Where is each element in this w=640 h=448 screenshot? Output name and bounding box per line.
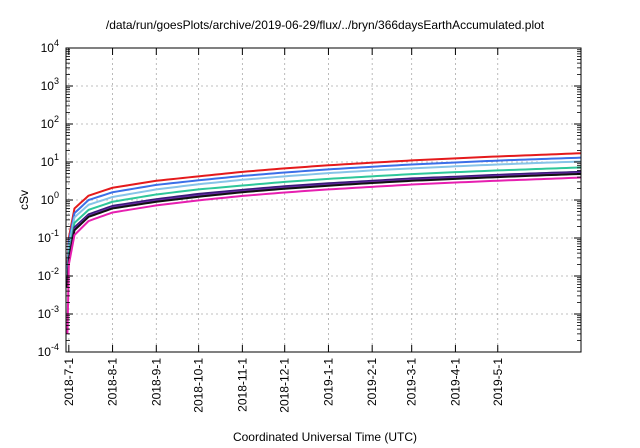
y-tick-base: 10: [41, 193, 55, 207]
y-tick-base: 10: [41, 155, 55, 169]
y-tick-label: 103: [41, 76, 59, 93]
y-tick-label: 10-4: [38, 342, 59, 359]
x-tick-label: 2018-12-1: [278, 358, 292, 413]
y-tick-label: 10-2: [38, 266, 59, 283]
series-line-8: [66, 176, 582, 334]
series-line-3: [66, 160, 582, 274]
x-tick-labels: 2018-7-1 2018-8-1 2018-9-1 2018-10-1 2018-11…: [62, 358, 505, 413]
y-tick-label: 102: [41, 114, 59, 131]
y-tick-base: 10: [38, 269, 52, 283]
x-axis-label: Coordinated Universal Time (UTC): [233, 430, 417, 444]
x-tick-label: 2019-5-1: [491, 358, 505, 406]
y-tick-base: 10: [38, 307, 52, 321]
y-tick-base: 10: [41, 41, 55, 55]
series-line-2: [66, 156, 582, 270]
y-tick-base: 10: [38, 231, 52, 245]
series-line-7: [66, 172, 582, 288]
y-tick-exponent: 3: [54, 76, 59, 86]
series-line-1: [66, 152, 582, 265]
x-tick-label: 2018-10-1: [192, 358, 206, 413]
series-line-4: [66, 166, 582, 280]
y-tick-exponent: 0: [54, 190, 59, 200]
y-tick-exponent: 1: [54, 152, 59, 162]
y-tick-exponent: -1: [51, 228, 59, 238]
y-tick-base: 10: [38, 345, 52, 359]
y-tick-exponent: 4: [54, 38, 59, 48]
y-tick-label: 101: [41, 152, 59, 169]
chart-title: /data/run/goesPlots/archive/2019-06-29/f…: [106, 18, 545, 32]
y-tick-label: 10-3: [38, 304, 59, 321]
y-tick-base: 10: [41, 117, 55, 131]
axis-ticks: [66, 47, 581, 353]
y-tick-exponent: -4: [51, 342, 59, 352]
grid: [66, 48, 581, 352]
y-tick-base: 10: [41, 79, 55, 93]
plot-frame: [65, 47, 582, 353]
x-tick-label: 2019-2-1: [365, 358, 379, 406]
y-tick-label: 104: [41, 38, 59, 55]
y-tick-label: 10-1: [38, 228, 59, 245]
x-tick-label: 2018-9-1: [149, 358, 163, 406]
y-tick-exponent: 2: [54, 114, 59, 124]
y-tick-exponent: -2: [51, 266, 59, 276]
x-tick-label: 2018-8-1: [106, 358, 120, 406]
y-axis-label: cSv: [17, 190, 31, 210]
x-tick-label: 2019-4-1: [448, 358, 462, 406]
y-tick-exponent: -3: [51, 304, 59, 314]
x-tick-label: 2019-1-1: [321, 358, 335, 406]
series-lines: [66, 152, 582, 334]
y-tick-label: 100: [41, 190, 59, 207]
series-line-5: [66, 170, 582, 285]
x-tick-label: 2018-11-1: [235, 358, 249, 412]
x-tick-label: 2018-7-1: [62, 358, 76, 406]
x-tick-label: 2019-3-1: [405, 358, 419, 406]
